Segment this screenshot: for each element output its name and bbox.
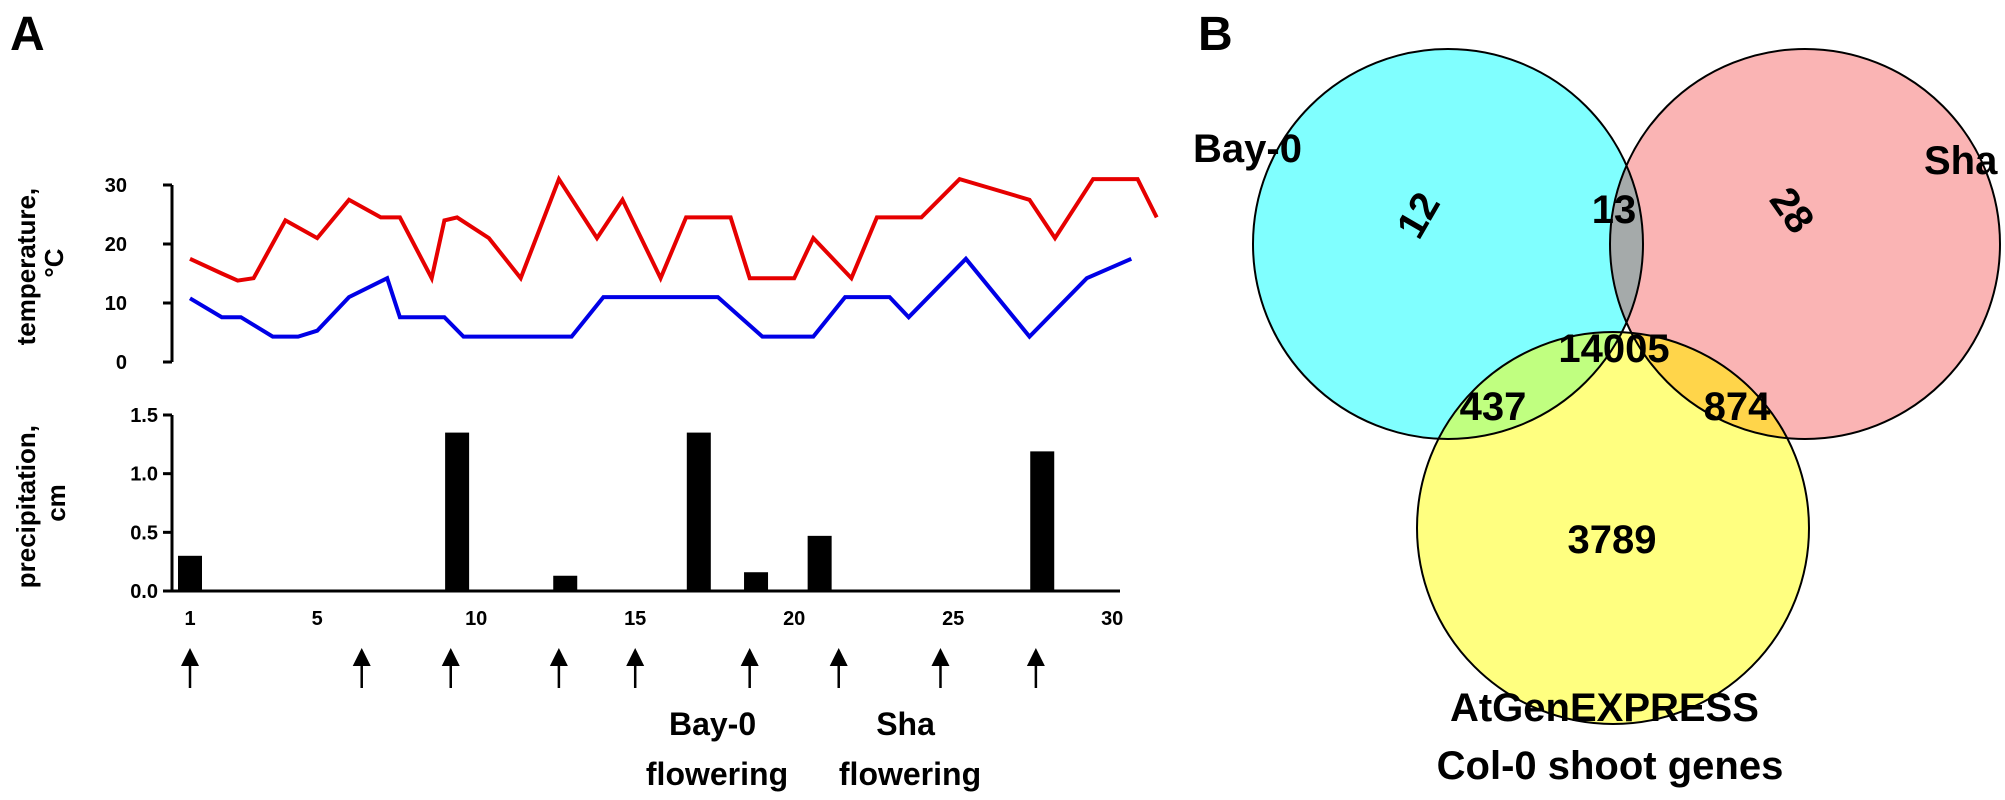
precipitation-bar — [553, 575, 578, 591]
venn-bottom-label: AtGenEXPRESS Col-0 shoot genes — [1437, 686, 1784, 788]
sha-flowering-label: Sha flowering — [839, 706, 981, 792]
arrow-icon — [931, 648, 950, 688]
precipitation-axis-label: precipitation, cm — [11, 418, 71, 588]
venn-label-sha: Sha — [1924, 139, 1998, 183]
arrow-icon — [181, 648, 199, 688]
arrow-icon — [829, 648, 848, 688]
temperature-lines — [188, 174, 1159, 340]
precipitation-bar — [686, 432, 711, 591]
day-tick-label: 1 — [184, 608, 195, 630]
venn-value-bay0-col0: 437 — [1460, 385, 1527, 429]
venn-circle-bay0 — [1253, 49, 1643, 439]
temperature-line-low — [188, 255, 1133, 340]
arrow-icon — [549, 648, 568, 688]
day-tick-label: 20 — [783, 608, 805, 630]
panel-b-label: B — [1198, 8, 1233, 61]
venn-value-col0-only: 3789 — [1568, 518, 1657, 562]
precipitation-bar — [807, 535, 832, 591]
precipitation-bars — [178, 432, 1055, 591]
arrow-icon — [441, 648, 460, 688]
temperature-tick-label: 10 — [105, 293, 127, 315]
arrow-icon — [740, 648, 759, 688]
precipitation-tick-label: 0.5 — [130, 522, 158, 544]
day-x-ticks: 1 5 10 15 20 25 30 — [184, 608, 1123, 630]
day-tick-label: 25 — [942, 608, 964, 630]
arrow-icon — [626, 648, 645, 688]
venn-circle-sha — [1610, 49, 2000, 439]
day-tick-label: 10 — [465, 608, 487, 630]
temperature-tick-label: 0 — [116, 352, 127, 374]
precipitation-bar — [445, 432, 470, 591]
panel-a-label: A — [10, 8, 45, 61]
temperature-tick-label: 20 — [105, 234, 127, 256]
temperature-ticks: 0 10 20 30 — [105, 175, 172, 374]
precipitation-axes — [170, 415, 1120, 593]
temperature-axis-label: temperature, °C — [11, 181, 69, 346]
temperature-tick-label: 30 — [105, 175, 127, 197]
day-tick-label: 5 — [312, 608, 323, 630]
arrow-icon — [1026, 648, 1045, 688]
venn-value-bay0-sha: 13 — [1592, 188, 1637, 232]
venn-value-all: 14005 — [1558, 327, 1669, 371]
venn-label-bay0: Bay-0 — [1193, 127, 1302, 171]
venn-circle-col0 — [1417, 332, 1809, 724]
sampling-arrows — [181, 648, 1045, 688]
precipitation-tick-label: 1.5 — [130, 405, 158, 427]
arrow-icon — [352, 648, 371, 688]
precipitation-y-ticks: 0.0 0.5 1.0 1.5 — [130, 405, 172, 603]
precipitation-tick-label: 1.0 — [130, 464, 158, 486]
venn-value-sha-col0: 874 — [1704, 385, 1771, 429]
precipitation-bar — [1030, 451, 1055, 591]
day-tick-label: 30 — [1101, 608, 1123, 630]
bay0-flowering-label: Bay-0 flowering — [646, 706, 788, 792]
day-tick-label: 15 — [624, 608, 646, 630]
precipitation-tick-label: 0.0 — [130, 581, 158, 603]
temperature-line-high — [189, 174, 1159, 284]
venn-diagram: 12 28 13 14005 437 874 3789 — [1252, 48, 2001, 725]
precipitation-bar — [744, 572, 769, 591]
precipitation-bar — [178, 555, 202, 591]
